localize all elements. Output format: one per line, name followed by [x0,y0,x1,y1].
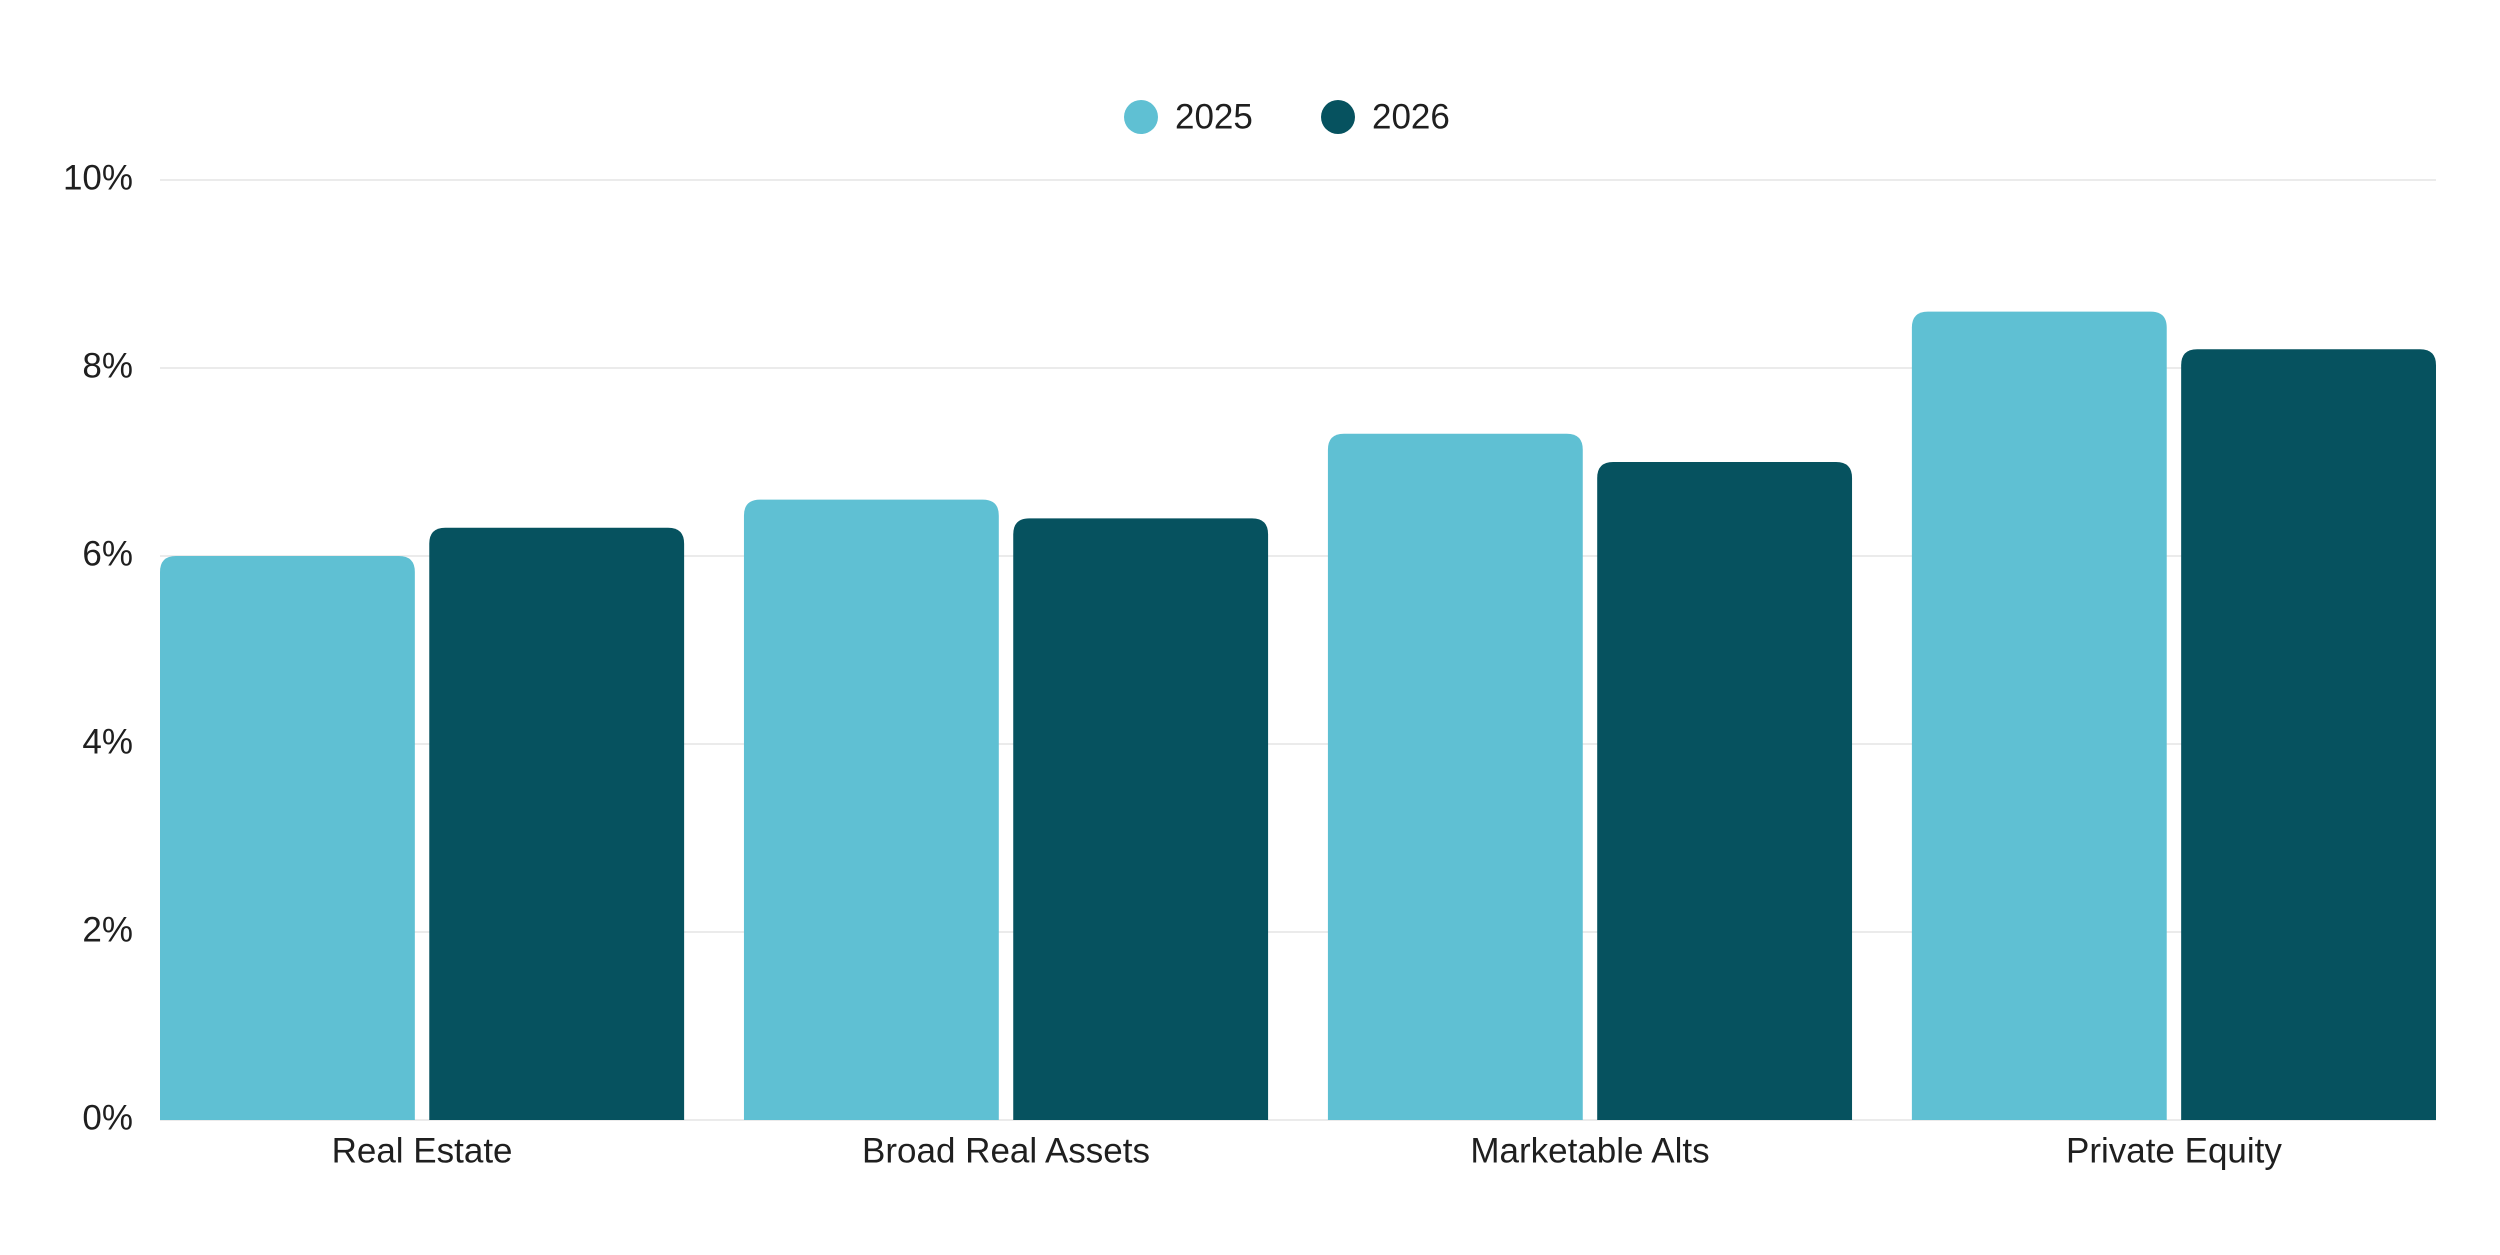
bar [1911,311,2167,1121]
bar [743,499,999,1121]
bar [1597,462,1853,1120]
x-tick-label: Marketable Alts [1470,1131,1709,1170]
legend-marker [1124,100,1158,134]
legend-label: 2025 [1175,97,1253,136]
y-tick-label: 2% [82,910,133,949]
y-tick-label: 8% [82,346,133,385]
bar [2181,349,2436,1120]
y-tick-label: 10% [63,158,133,197]
x-tick-label: Real Estate [332,1131,513,1170]
y-tick-label: 4% [82,722,133,761]
bar [429,527,685,1120]
legend-label: 2026 [1372,97,1450,136]
x-tick-label: Private Equity [2066,1131,2282,1170]
y-tick-label: 6% [82,534,133,573]
x-tick-label: Broad Real Assets [862,1131,1150,1170]
legend-marker [1321,100,1355,134]
bar [160,556,415,1120]
y-tick-label: 0% [82,1098,133,1137]
bar [1327,433,1583,1120]
bar [1013,518,1269,1120]
